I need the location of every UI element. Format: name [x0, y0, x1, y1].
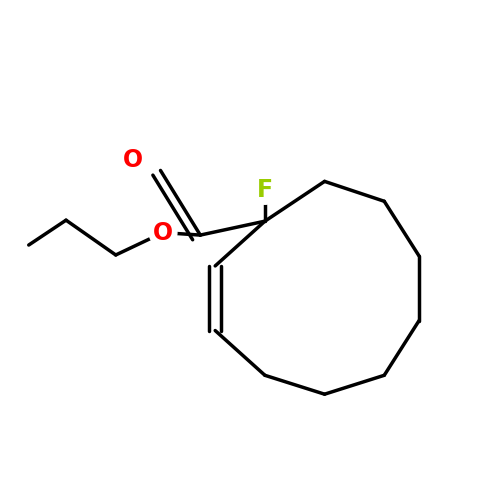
- Text: F: F: [257, 178, 273, 203]
- Text: O: O: [153, 220, 173, 244]
- Circle shape: [149, 218, 177, 246]
- Circle shape: [251, 176, 279, 204]
- Circle shape: [119, 146, 147, 174]
- Text: O: O: [123, 148, 143, 172]
